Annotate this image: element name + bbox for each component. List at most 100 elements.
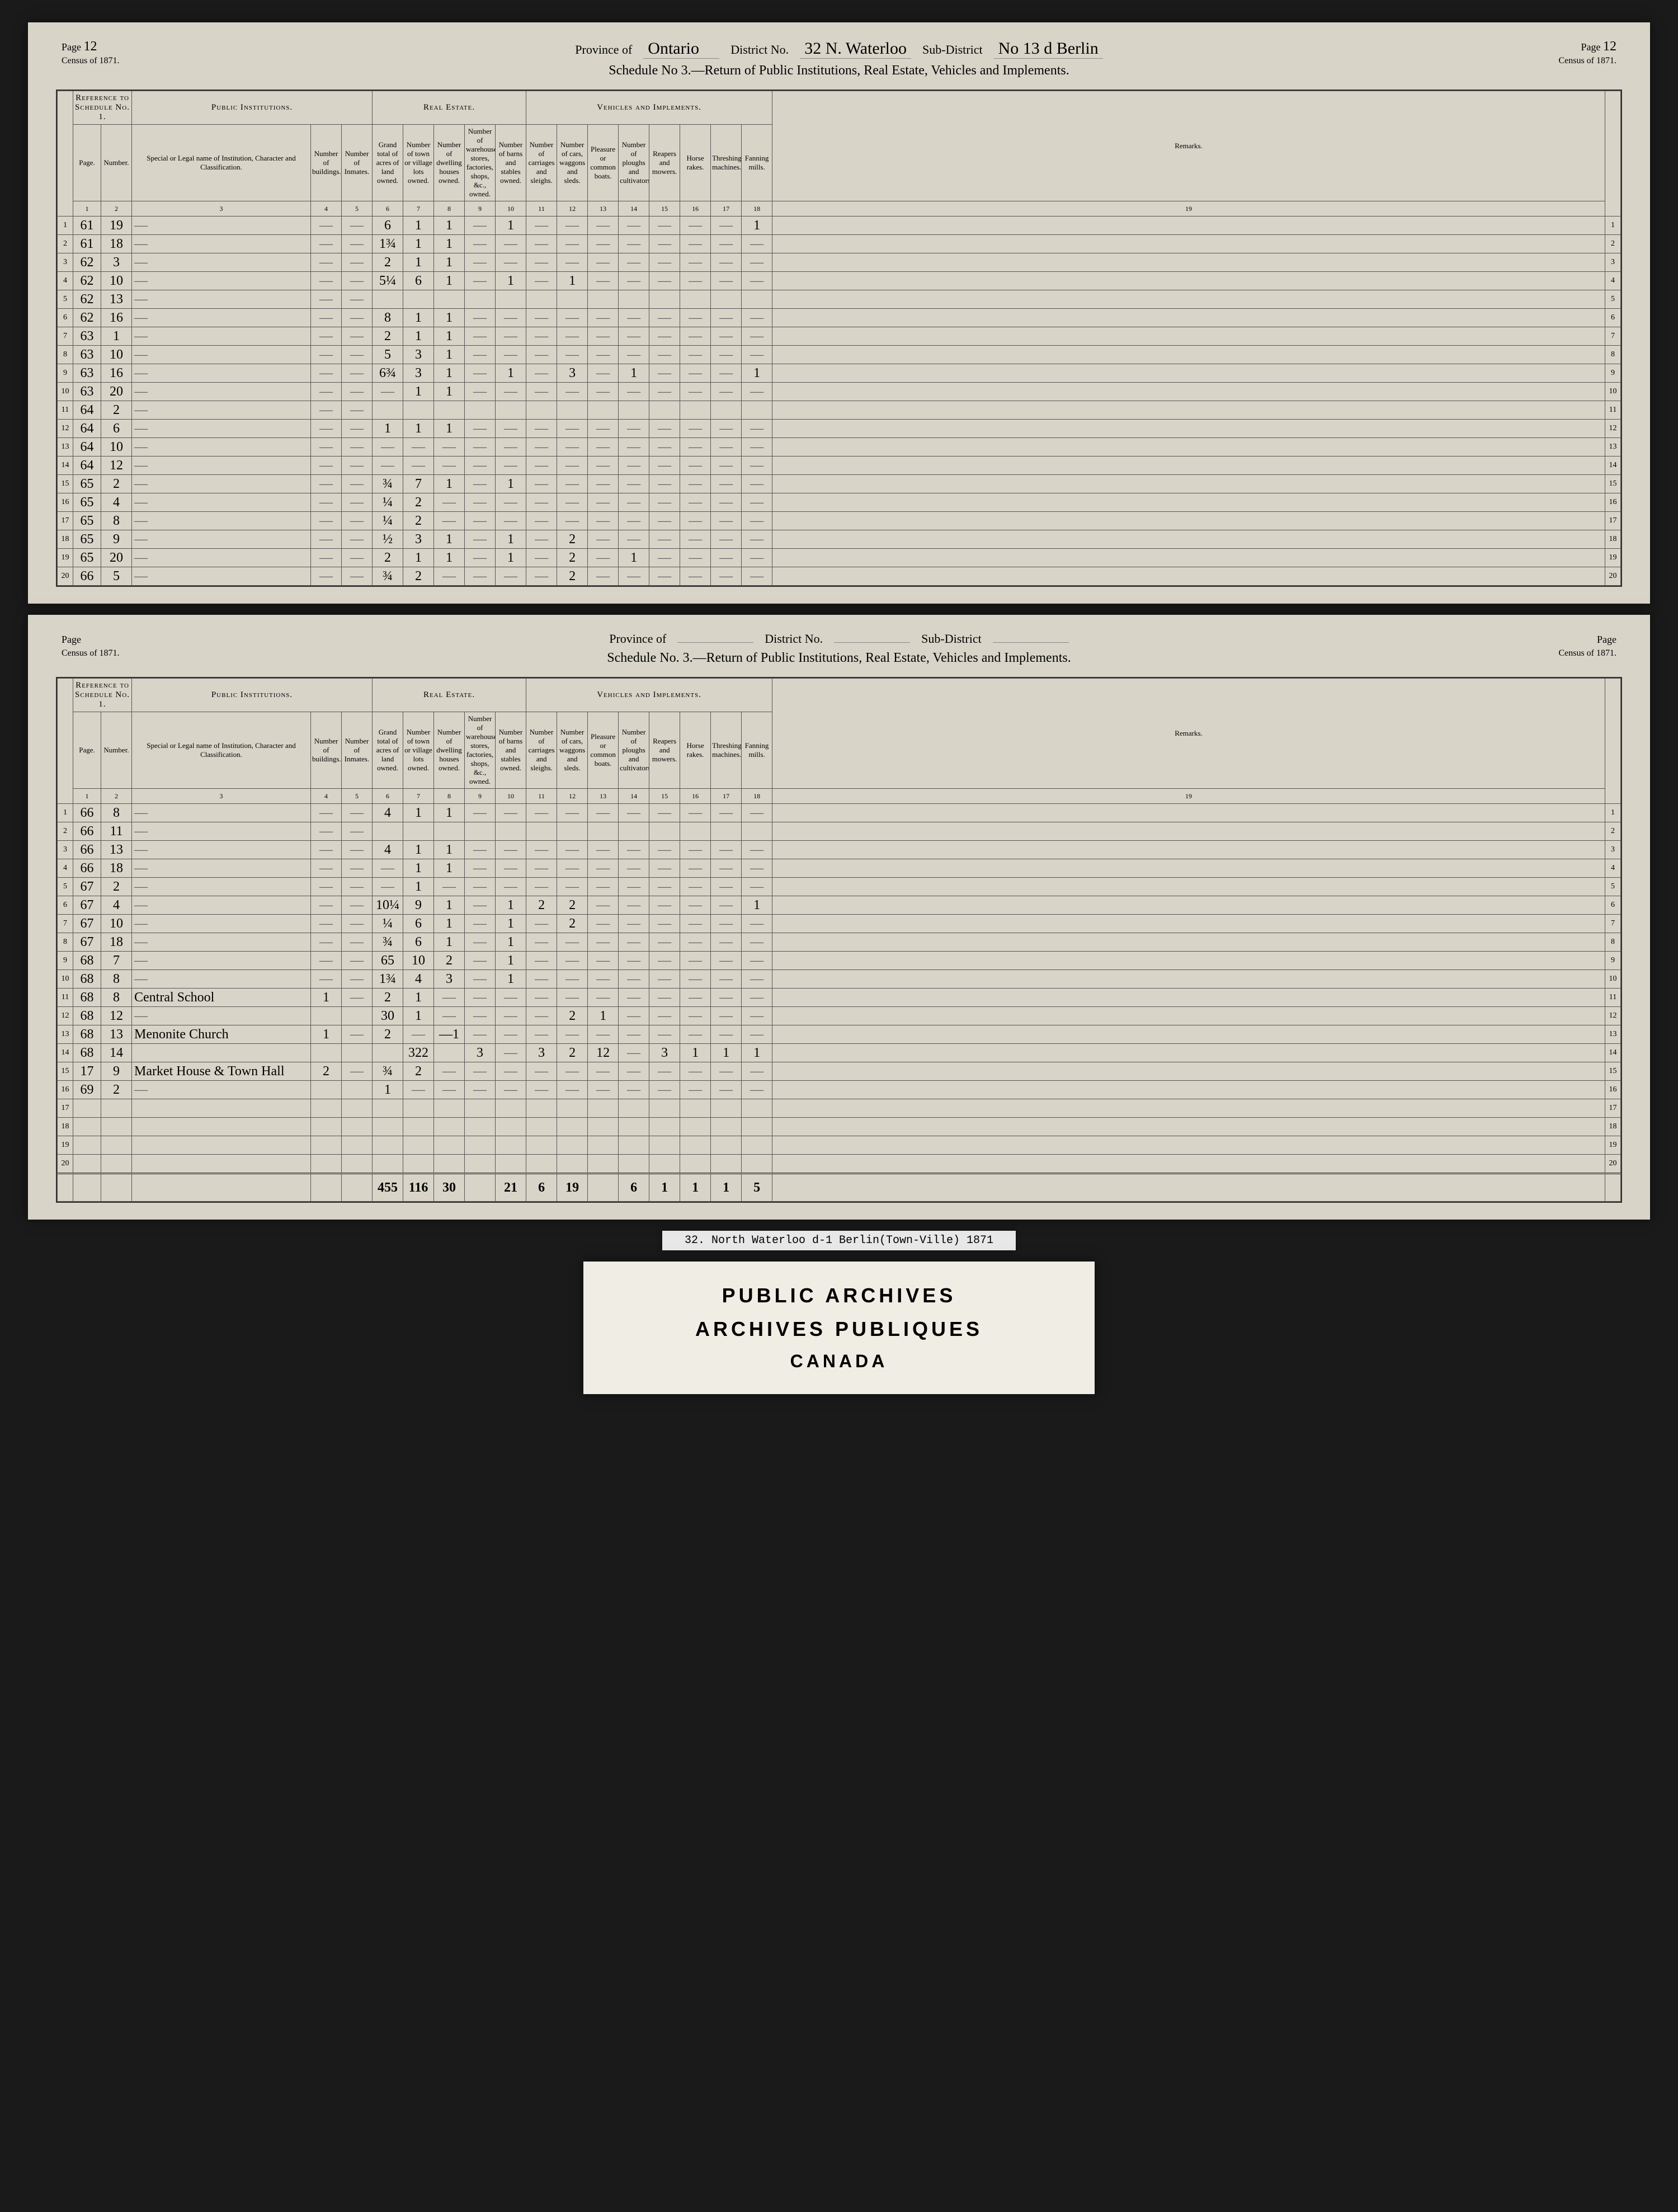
cell-c18: — [742, 346, 772, 364]
cell-c10: — [496, 493, 526, 512]
cell-inst: — [132, 493, 311, 512]
cell-c12: — [557, 1081, 588, 1099]
archive-label-strip: 32. North Waterloo d-1 Berlin(Town-Ville… [662, 1231, 1016, 1250]
cell-c11: — [526, 253, 557, 272]
cell-c7: 1 [403, 235, 434, 253]
total-lots: 116 [403, 1174, 434, 1202]
cell-c16: — [680, 1062, 711, 1081]
cell-c14: — [619, 530, 649, 549]
cell-c8: 1 [434, 530, 465, 549]
cell-remarks [772, 822, 1605, 841]
cell-c12: 2 [557, 567, 588, 586]
cell-c17: — [711, 859, 742, 878]
cell-c6: ½ [373, 530, 403, 549]
cell-remarks [772, 859, 1605, 878]
row-number-right: 1 [1605, 217, 1621, 235]
cell-num [101, 1118, 132, 1136]
cell-page: 68 [73, 952, 101, 970]
cell-num: 10 [101, 346, 132, 364]
cell-c11: — [526, 420, 557, 438]
cell-remarks [772, 896, 1605, 915]
cell-inst: — [132, 327, 311, 346]
cell-c15: — [649, 235, 680, 253]
table-row: 15652———¾71—1————————15 [58, 475, 1621, 493]
cell-c9 [465, 1155, 496, 1174]
cell-c11: — [526, 841, 557, 859]
cell-c4: 1 [311, 1025, 342, 1044]
cell-c6: 30 [373, 1007, 403, 1025]
cell-c12 [557, 1099, 588, 1118]
table-row: 76710———¼61—1—2——————7 [58, 915, 1621, 933]
cell-c12: — [557, 1025, 588, 1044]
cell-c16: — [680, 420, 711, 438]
cell-c4: — [311, 952, 342, 970]
cell-c10 [496, 290, 526, 309]
cell-c4 [311, 1081, 342, 1099]
cell-inst [132, 1136, 311, 1155]
cell-c16: — [680, 859, 711, 878]
col-institution-2: Special or Legal name of Institution, Ch… [132, 712, 311, 789]
cell-c12: — [557, 952, 588, 970]
cell-c10: 1 [496, 915, 526, 933]
cell-c11: — [526, 235, 557, 253]
cell-c7: 10 [403, 952, 434, 970]
cell-c14: — [619, 420, 649, 438]
row-number-left: 2 [58, 822, 73, 841]
cell-c14: — [619, 272, 649, 290]
cell-c6: 1¾ [373, 235, 403, 253]
cell-c15: — [649, 841, 680, 859]
page-number-right-2: Page Census of 1871. [1558, 632, 1616, 658]
cell-c8: 1 [434, 217, 465, 235]
cell-c4: — [311, 401, 342, 420]
cell-c5 [342, 1007, 373, 1025]
cell-c4: — [311, 253, 342, 272]
cell-c16 [680, 1099, 711, 1118]
cell-c7: 6 [403, 272, 434, 290]
cell-c5: — [342, 438, 373, 456]
cell-c9: — [465, 952, 496, 970]
cell-remarks [772, 952, 1605, 970]
row-number-right: 2 [1605, 822, 1621, 841]
cell-c13: — [588, 859, 619, 878]
cell-c10 [496, 401, 526, 420]
cell-c10: — [496, 253, 526, 272]
cell-c14: — [619, 1044, 649, 1062]
row-number-right: 11 [1605, 401, 1621, 420]
cell-c14 [619, 1118, 649, 1136]
table-row: 196520———211—1—2—1————19 [58, 549, 1621, 567]
cell-remarks [772, 512, 1605, 530]
cell-c7: 1 [403, 383, 434, 401]
cell-page: 61 [73, 235, 101, 253]
cell-c13: — [588, 989, 619, 1007]
cell-c10: — [496, 878, 526, 896]
cell-c6: 2 [373, 327, 403, 346]
page-num-value: 12 [84, 39, 97, 54]
cell-c17: — [711, 346, 742, 364]
cell-c14: — [619, 346, 649, 364]
row-number-left: 1 [58, 217, 73, 235]
cell-c17: — [711, 567, 742, 586]
cell-c10 [496, 822, 526, 841]
cell-c5 [342, 1136, 373, 1155]
cell-c10: — [496, 1062, 526, 1081]
row-number-left: 16 [58, 493, 73, 512]
cell-c10: 1 [496, 970, 526, 989]
cell-c10: 1 [496, 217, 526, 235]
cell-c13: 12 [588, 1044, 619, 1062]
cell-c17: — [711, 952, 742, 970]
cell-c4 [311, 1118, 342, 1136]
cell-inst: — [132, 401, 311, 420]
cell-c17: — [711, 896, 742, 915]
table-row: 18659———½31—1—2——————18 [58, 530, 1621, 549]
cell-c10: 1 [496, 896, 526, 915]
cell-c17: — [711, 420, 742, 438]
cell-c9 [465, 401, 496, 420]
cell-c6: 4 [373, 804, 403, 822]
cell-c14: — [619, 933, 649, 952]
cell-c5: — [342, 896, 373, 915]
cell-remarks [772, 1155, 1605, 1174]
cell-c4: — [311, 438, 342, 456]
cell-c14: — [619, 989, 649, 1007]
table-row: 1717 [58, 1099, 1621, 1118]
cell-c16: — [680, 567, 711, 586]
